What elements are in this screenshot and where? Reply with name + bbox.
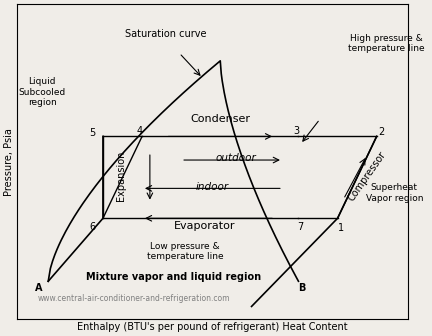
- Text: Low pressure &
temperature line: Low pressure & temperature line: [147, 242, 223, 261]
- Text: 5: 5: [89, 128, 95, 138]
- Text: Expansion: Expansion: [115, 151, 126, 201]
- Text: 1: 1: [338, 223, 345, 233]
- Text: Superheat
Vapor region: Superheat Vapor region: [365, 183, 423, 203]
- Text: Mixture vapor and liquid region: Mixture vapor and liquid region: [86, 271, 261, 282]
- Text: outdoor: outdoor: [216, 154, 256, 163]
- Text: B: B: [298, 283, 305, 293]
- X-axis label: Enthalpy (BTU's per pound of refrigerant) Heat Content: Enthalpy (BTU's per pound of refrigerant…: [77, 322, 348, 332]
- Text: www.central-air-conditioner-and-refrigeration.com: www.central-air-conditioner-and-refriger…: [38, 294, 231, 303]
- Text: 2: 2: [378, 127, 385, 137]
- Y-axis label: Pressure, Psia: Pressure, Psia: [4, 128, 14, 196]
- Text: 4: 4: [137, 126, 143, 136]
- Text: indoor: indoor: [196, 182, 229, 192]
- Text: 3: 3: [293, 126, 299, 136]
- Text: Evaporator: Evaporator: [174, 221, 235, 231]
- Text: Saturation curve: Saturation curve: [125, 29, 206, 39]
- Text: Compressor: Compressor: [346, 149, 388, 203]
- Text: 6: 6: [89, 222, 95, 232]
- Text: Condenser: Condenser: [190, 114, 250, 124]
- Text: 7: 7: [297, 222, 304, 232]
- Text: High pressure &
temperature line: High pressure & temperature line: [348, 34, 425, 53]
- Text: Liquid
Subcooled
region: Liquid Subcooled region: [19, 77, 66, 107]
- Text: A: A: [35, 283, 42, 293]
